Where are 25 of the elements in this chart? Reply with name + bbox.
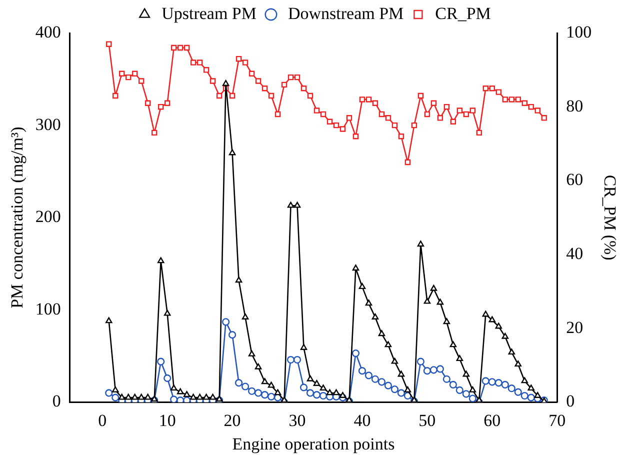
x-tick-label: 70 bbox=[548, 410, 566, 430]
y-tick-label: 300 bbox=[35, 114, 61, 134]
y2-tick-label: 40 bbox=[566, 244, 584, 263]
y-tick-label: 400 bbox=[35, 22, 61, 42]
legend-label: Downstream PM bbox=[288, 4, 404, 23]
y-tick-label: 0 bbox=[52, 392, 61, 411]
x-tick-label: 50 bbox=[418, 410, 436, 430]
y2-tick-label: 60 bbox=[566, 170, 584, 190]
x-tick-label: 20 bbox=[224, 410, 241, 430]
y2-tick-label: 20 bbox=[566, 318, 584, 337]
x-tick-label: 30 bbox=[288, 410, 306, 430]
x-axis-title: Engine operation points bbox=[232, 434, 395, 454]
legend-label: Upstream PM bbox=[162, 4, 256, 23]
legend-label: CR_PM bbox=[435, 4, 491, 23]
y2-tick-label: 80 bbox=[566, 96, 584, 116]
y2-tick-label: 100 bbox=[566, 22, 592, 42]
y-tick-label: 100 bbox=[35, 299, 61, 318]
x-tick-label: 60 bbox=[484, 410, 501, 430]
y-axis-title: PM concentration (mg/m³) bbox=[8, 126, 27, 308]
x-tick-label: 0 bbox=[98, 410, 107, 430]
y-tick-label: 200 bbox=[35, 207, 61, 226]
x-tick-label: 10 bbox=[158, 410, 176, 430]
x-tick-label: 40 bbox=[354, 410, 371, 430]
y2-tick-label: 0 bbox=[566, 392, 575, 411]
y2-axis-title: CR_PM (%) bbox=[600, 174, 620, 260]
